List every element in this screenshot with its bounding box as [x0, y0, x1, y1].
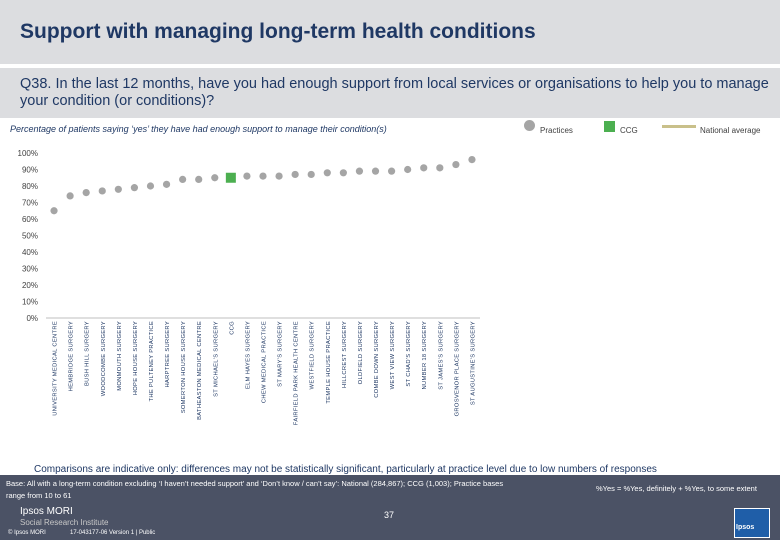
- legend-ccg: CCG: [604, 120, 654, 136]
- x-category-label: ELM HAYES SURGERY: [245, 321, 251, 389]
- comparisons-note: Comparisons are indicative only: differe…: [34, 464, 657, 475]
- x-category-label: BUSH HILL SURGERY: [85, 321, 91, 386]
- y-tick-label: 70%: [22, 199, 38, 208]
- practice-point: [387, 167, 396, 175]
- x-category-label: GROSVENOR PLACE SURGERY: [454, 321, 460, 416]
- brand-subtitle: Social Research Institute: [20, 518, 109, 527]
- national-line-icon: [662, 125, 696, 128]
- y-tick-label: 10%: [22, 298, 38, 307]
- practice-point: [211, 174, 219, 182]
- practice-point: [114, 185, 122, 193]
- ccg-square-icon: [604, 121, 615, 132]
- page-title: Support with managing long-term health c…: [20, 20, 536, 43]
- x-category-label: WESTFIELD SURGERY: [310, 321, 316, 389]
- y-tick-label: 60%: [22, 215, 38, 224]
- x-category-label: ST CHAD'S SURGERY: [406, 321, 412, 387]
- x-category-label: HOPE HOUSE SURGERY: [133, 321, 139, 395]
- practice-point: [339, 169, 347, 177]
- practice-point: [66, 192, 74, 200]
- practice-point: [259, 172, 267, 180]
- question-bar: [0, 68, 780, 118]
- y-tick-label: 30%: [22, 265, 38, 274]
- copyright: © Ipsos MORI: [8, 530, 46, 536]
- practice-point: [404, 165, 412, 174]
- x-category-label: WOODCOMBE SURGERY: [101, 321, 107, 396]
- practice-point: [371, 167, 380, 175]
- x-category-label: ST MICHAEL'S SURGERY: [213, 321, 219, 397]
- x-category-label: ST MARY'S SURGERY: [278, 321, 284, 387]
- legend-national-label: National average: [700, 126, 761, 135]
- ccg-marker: [225, 172, 236, 183]
- x-category-label: TEMPLE HOUSE PRACTICE: [326, 321, 332, 404]
- y-tick-label: 100%: [18, 149, 38, 158]
- x-category-label: SOMERTON HOUSE SURGERY: [181, 321, 187, 413]
- x-category-label: OLDFIELD SURGERY: [358, 321, 364, 384]
- practice-point: [420, 164, 428, 172]
- y-tick-label: 50%: [22, 232, 38, 241]
- x-category-label: ST JAMES'S SURGERY: [438, 321, 444, 390]
- x-category-label: FAIRFIELD PARK HEALTH CENTRE: [294, 321, 300, 425]
- practice-point: [436, 164, 444, 172]
- base-note: Base: All with a long-term condition exc…: [6, 479, 504, 500]
- job-number: 17-043177-06 Version 1 | Public: [70, 530, 156, 536]
- footer-bar: [0, 475, 780, 540]
- x-category-label: HARPTREE SURGERY: [165, 321, 171, 388]
- practice-point: [323, 169, 331, 177]
- practice-point: [146, 182, 155, 190]
- yes-definition-note: %Yes = %Yes, definitely + %Yes, to some …: [596, 484, 757, 493]
- x-category-label: CCG: [229, 321, 235, 335]
- x-category-label: BATHEASTON MEDICAL CENTRE: [197, 321, 203, 420]
- y-tick-label: 40%: [22, 248, 38, 257]
- practice-point: [275, 172, 283, 180]
- practice-point: [307, 170, 315, 179]
- practice-point: [355, 167, 364, 175]
- practice-point: [82, 189, 90, 197]
- x-category-label: THE PULTENEY PRACTICE: [149, 321, 155, 402]
- ipsos-logo-icon: [734, 508, 770, 538]
- x-category-label: UNIVERSITY MEDICAL CENTRE: [53, 321, 59, 416]
- title-bar: [0, 0, 780, 64]
- legend-national: National average: [662, 120, 772, 136]
- practices-dot-icon: [524, 120, 535, 131]
- page-number: 37: [384, 510, 395, 520]
- brand-name: Ipsos MORI: [20, 506, 73, 517]
- legend-ccg-label: CCG: [620, 126, 638, 135]
- practice-point: [243, 172, 251, 180]
- practice-point: [179, 175, 187, 183]
- practice-point: [195, 175, 203, 183]
- y-tick-label: 0%: [26, 314, 38, 323]
- practice-point: [468, 156, 476, 164]
- practice-point: [162, 180, 171, 188]
- legend-practices-label: Practices: [540, 126, 573, 135]
- question-text: Q38. In the last 12 months, have you had…: [20, 76, 769, 109]
- y-tick-label: 20%: [22, 281, 38, 290]
- x-category-label: MONMOUTH SURGERY: [117, 321, 123, 391]
- x-category-label: CHEW MEDICAL PRACTICE: [262, 321, 268, 403]
- x-category-label: WEST VIEW SURGERY: [390, 321, 396, 389]
- logo-text: Ipsos: [736, 524, 755, 531]
- x-category-label: ST AUGUSTINE'S SURGERY: [470, 321, 476, 405]
- legend-practices: Practices: [524, 120, 584, 136]
- chart-area: 0% 10% 20% 30% 40% 50% 60% 70% 80% 90% 100% UNIVERS…: [18, 149, 480, 425]
- x-category-label: COMBE DOWN SURGERY: [374, 321, 380, 398]
- x-category-label: NUMBER 18 SURGERY: [422, 321, 428, 389]
- practice-point: [50, 207, 58, 215]
- y-tick-label: 90%: [22, 166, 38, 175]
- x-category-label: HILLCREST SURGERY: [342, 321, 348, 388]
- practice-point: [291, 170, 299, 179]
- chart-subtitle: Percentage of patients saying ‘yes’ they…: [10, 124, 387, 134]
- practice-point: [130, 184, 139, 192]
- y-tick-label: 80%: [22, 182, 38, 191]
- practice-point: [452, 160, 460, 169]
- practice-point: [98, 187, 106, 195]
- x-category-label: HEMBRIDGE SURGERY: [69, 321, 75, 391]
